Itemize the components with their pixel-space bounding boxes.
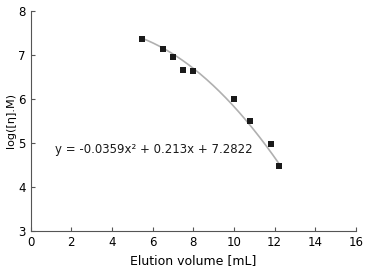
Text: y = -0.0359x² + 0.213x + 7.2822: y = -0.0359x² + 0.213x + 7.2822 xyxy=(55,143,253,156)
X-axis label: Elution volume [mL]: Elution volume [mL] xyxy=(130,254,256,268)
Y-axis label: log([η].M): log([η].M) xyxy=(6,93,15,148)
